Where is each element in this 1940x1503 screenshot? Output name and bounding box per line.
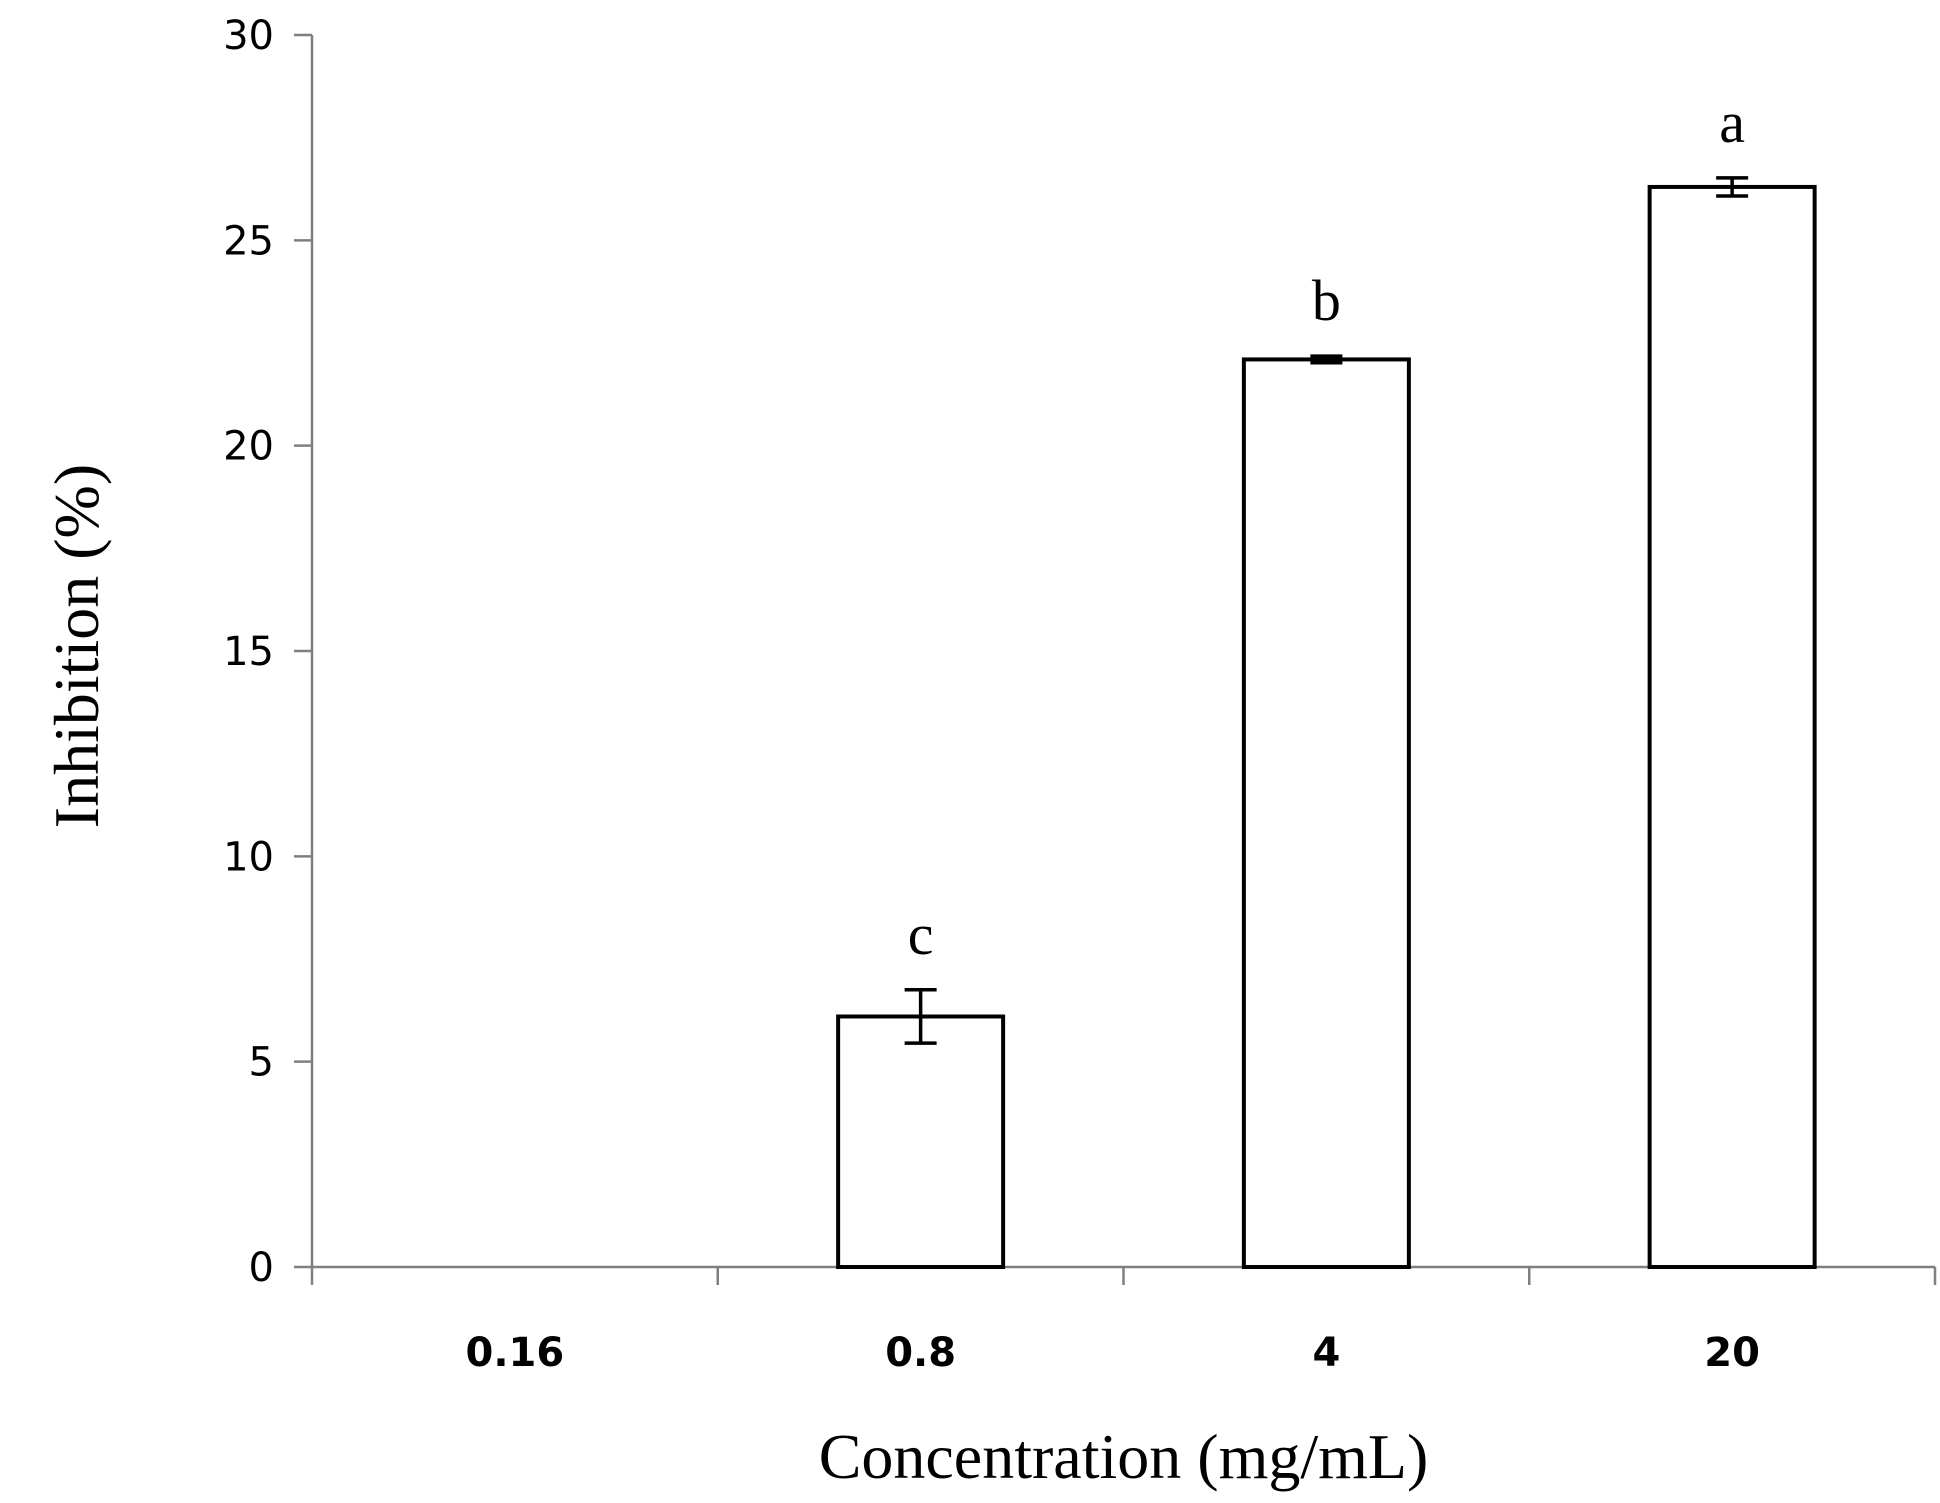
x-tick-label: 20 (1704, 1330, 1760, 1376)
bar (836, 1014, 1006, 1270)
y-tick-label: 10 (223, 834, 274, 880)
y-tick-label: 15 (223, 629, 274, 675)
y-tick-label: 30 (223, 13, 274, 59)
axes: 0 5 10 15 20 25 30 (223, 13, 1937, 1291)
y-tick-label: 20 (223, 424, 274, 470)
bars (836, 176, 1817, 1270)
y-tick-label: 25 (223, 218, 274, 264)
y-axis-title: Inhibition (%) (41, 464, 112, 828)
labels: 0.16 0.8 c 4 b 20 a (466, 90, 1760, 1376)
y-tick-label: 0 (249, 1245, 274, 1291)
significance-label: a (1719, 90, 1745, 155)
x-tick-label: 0.16 (466, 1330, 565, 1376)
x-axis-title: Concentration (mg/mL) (819, 1421, 1429, 1492)
x-tick-label: 0.8 (885, 1330, 956, 1376)
bar (1647, 184, 1817, 1270)
x-tick-label: 4 (1312, 1330, 1340, 1376)
significance-label: b (1312, 268, 1341, 333)
significance-label: c (908, 902, 934, 967)
y-tick-label: 5 (249, 1040, 274, 1086)
bar (1241, 357, 1411, 1269)
